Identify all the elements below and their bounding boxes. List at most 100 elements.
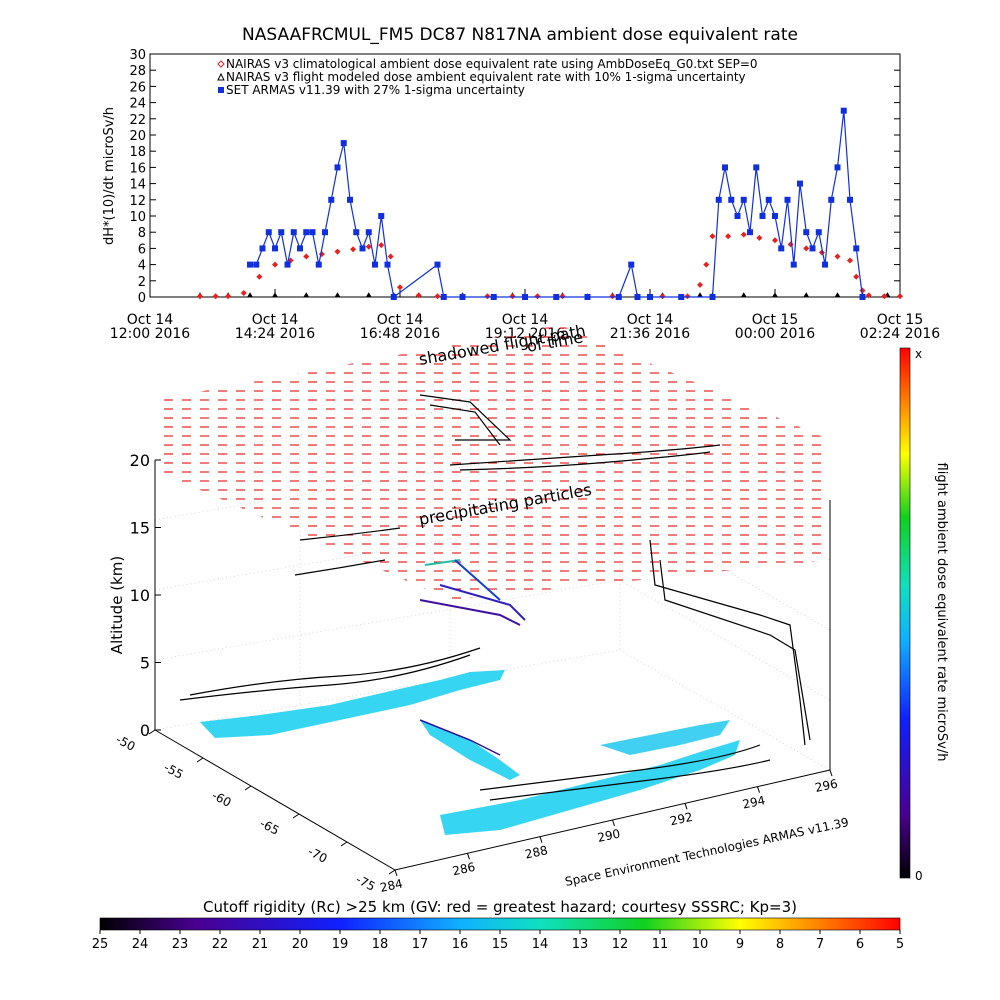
armas-point <box>290 229 297 236</box>
armas-point <box>247 261 253 268</box>
armas-point <box>715 196 722 203</box>
legend-entry: NAIRAS v3 flight modeled dose ambient eq… <box>226 70 746 84</box>
y-tick-label: 10 <box>129 210 146 225</box>
armas-point <box>615 294 622 300</box>
rigidity-colorbar-ticks: 25 24 23 22 21 20 19 18 17 16 15 14 13 12 11 10 9 8 7 6 5 <box>92 930 904 952</box>
nairas-climatological-point <box>434 293 441 300</box>
longitude-tick-mark <box>829 769 833 777</box>
armas-point <box>490 294 497 300</box>
longitude-tick-mark <box>612 819 615 827</box>
legend-marker-diamond <box>217 60 225 68</box>
nairas-climatological-point <box>847 257 853 264</box>
y-tick-label: 30 <box>129 48 146 63</box>
nairas-climatological-point <box>240 289 247 296</box>
armas-point <box>328 196 335 203</box>
longitude-tick-label: 288 <box>524 843 549 861</box>
nairas-climatological-point <box>853 273 860 280</box>
nairas-climatological-point <box>256 273 263 280</box>
y-tick-label: 18 <box>129 145 146 160</box>
armas-point <box>847 196 853 203</box>
nairas-climatological-point <box>803 245 810 252</box>
flight-tracks <box>179 394 811 801</box>
rigidity-tick-label: 18 <box>372 937 389 952</box>
armas-point <box>734 213 741 219</box>
armas-point <box>365 229 372 236</box>
latitude-tick-mark <box>196 757 204 763</box>
armas-point <box>797 180 803 187</box>
nairas-climatological-point <box>740 231 747 238</box>
x-tick-label-date: Oct 14 <box>127 312 174 328</box>
x-tick-label-time: 16:48 2016 <box>360 326 441 342</box>
armas-point <box>778 245 785 252</box>
nairas-flight-point <box>697 292 703 298</box>
rigidity-tick-label: 10 <box>692 937 709 952</box>
x-tick-label-date: Oct 15 <box>752 312 798 328</box>
armas-point <box>678 294 685 300</box>
longitude-tick-label: 296 <box>814 776 839 794</box>
rigidity-tick-label: 5 <box>896 937 904 952</box>
armas-point <box>384 261 391 268</box>
nairas-climatological-point <box>684 293 691 300</box>
rigidity-tick-label: 6 <box>856 937 864 952</box>
y-tick-label: 12 <box>129 194 146 209</box>
latitude-tick-mark <box>244 785 252 791</box>
nairas-climatological-point <box>709 233 716 240</box>
latitude-tick-mark <box>388 869 396 875</box>
legend: NAIRAS v3 climatological ambient dose eq… <box>217 57 758 97</box>
nairas-flight-point <box>365 292 372 298</box>
y-tick-label: 22 <box>129 113 146 128</box>
rigidity-tick-label: 12 <box>612 937 629 952</box>
armas-point <box>265 229 272 236</box>
armas-point <box>647 294 653 300</box>
armas-point <box>765 196 772 203</box>
legend-entry: NAIRAS v3 climatological ambient dose eq… <box>226 57 758 71</box>
x-tick-label-date: Oct 15 <box>877 312 923 328</box>
altitude-tick-label: 10 <box>130 586 150 605</box>
longitude-tick-mark <box>539 836 543 843</box>
nairas-climatological-point <box>387 253 394 260</box>
rigidity-tick-label: 9 <box>736 937 744 952</box>
nairas-climatological-point <box>897 293 903 300</box>
armas-point <box>272 245 278 252</box>
nairas-flight-point <box>272 292 278 298</box>
rigidity-tick-label: 20 <box>292 937 309 952</box>
y-tick-label: 6 <box>138 242 146 257</box>
x-tick-label-time: 21:36 2016 <box>610 326 691 342</box>
altitude-tick-label: 0 <box>140 721 150 740</box>
legend-marker-triangle <box>217 72 225 81</box>
x-tick-label-time: 12:00 2016 <box>110 326 191 342</box>
altitude-axis-label: Altitude (km) <box>108 556 126 654</box>
latitude-tick-mark <box>148 729 156 735</box>
longitude-tick-label: 286 <box>451 860 476 878</box>
chart-title: NASAAFRCMUL_FM5 DC87 N817NA ambient dose… <box>242 25 798 45</box>
latitude-axis-ticks: -50 -55 -60 -65 -70 -75 <box>114 729 396 894</box>
rigidity-tick-label: 19 <box>332 937 349 952</box>
x-tick-label-time: 14:24 2016 <box>235 326 316 342</box>
y-tick-label: 2 <box>138 275 146 290</box>
armas-point <box>728 196 735 203</box>
latitude-tick-label: -75 <box>354 872 378 894</box>
dose-colorbar-bottom-label: 0 <box>915 869 923 883</box>
x-tick-label-date: Oct 14 <box>377 312 424 328</box>
x-tick-label-time: 02:24 2016 <box>860 326 941 342</box>
latitude-tick-mark <box>340 841 348 847</box>
nairas-climatological-point <box>378 242 385 249</box>
y-tick-label: 14 <box>129 178 146 193</box>
rigidity-tick-label: 8 <box>776 937 784 952</box>
armas-point <box>522 294 528 300</box>
y-axis-label: dH*(10)/dt microSv/h <box>102 107 117 245</box>
nairas-climatological-point <box>725 233 732 240</box>
armas-point <box>772 213 778 219</box>
dose-flight-path <box>419 559 526 756</box>
altitude-tick-label: 15 <box>130 519 150 538</box>
armas-point <box>334 164 341 171</box>
rigidity-tick-label: 14 <box>532 937 549 952</box>
armas-point <box>390 294 397 300</box>
y-tick-label: 28 <box>129 64 146 79</box>
armas-point <box>840 107 847 114</box>
armas-series-line <box>250 110 864 299</box>
armas-point <box>722 164 728 171</box>
armas-point <box>315 261 322 268</box>
y-tick-label: 16 <box>129 161 146 176</box>
